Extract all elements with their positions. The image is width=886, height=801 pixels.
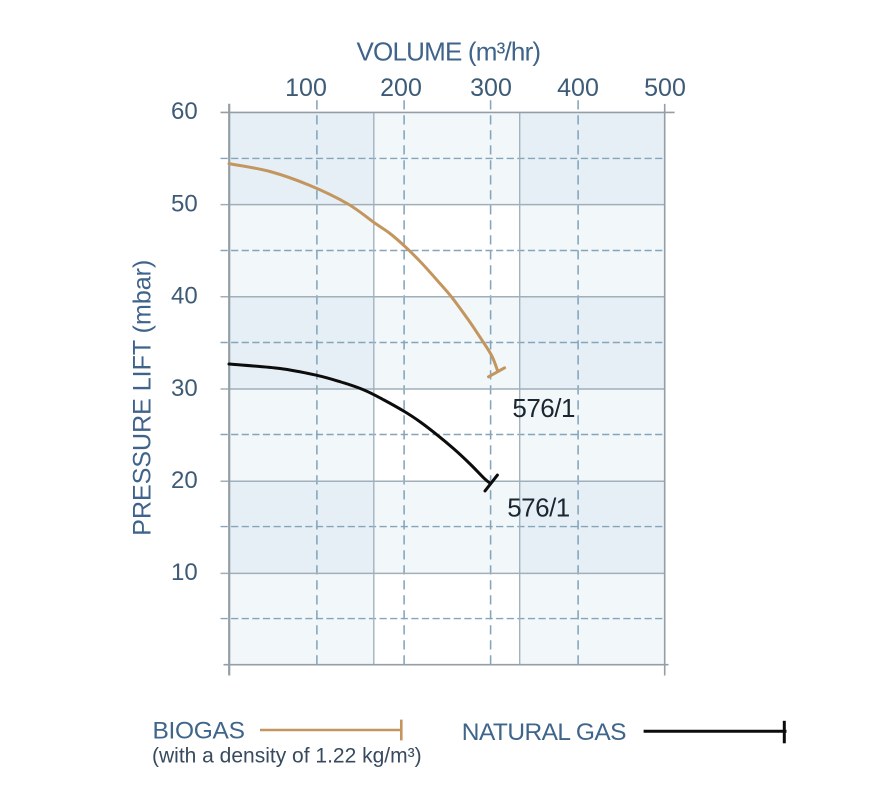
- svg-text:PRESSURE LIFT (mbar): PRESSURE LIFT (mbar): [129, 260, 157, 536]
- svg-text:VOLUME (m³/hr): VOLUME (m³/hr): [356, 36, 540, 66]
- svg-text:40: 40: [171, 283, 198, 310]
- svg-text:(with a density of 1.22 kg/m³): (with a density of 1.22 kg/m³): [152, 744, 422, 767]
- svg-text:200: 200: [380, 74, 422, 102]
- svg-text:60: 60: [171, 98, 198, 125]
- svg-text:300: 300: [470, 74, 512, 102]
- svg-text:30: 30: [171, 375, 198, 402]
- svg-text:576/1: 576/1: [507, 493, 570, 523]
- svg-text:500: 500: [644, 74, 686, 102]
- svg-text:576/1: 576/1: [512, 393, 575, 423]
- svg-text:20: 20: [171, 467, 198, 494]
- svg-text:100: 100: [285, 74, 327, 102]
- svg-text:NATURAL GAS: NATURAL GAS: [462, 719, 626, 746]
- svg-text:10: 10: [171, 559, 198, 586]
- svg-text:400: 400: [557, 74, 599, 102]
- svg-text:50: 50: [171, 190, 198, 217]
- svg-text:BIOGAS: BIOGAS: [153, 718, 245, 745]
